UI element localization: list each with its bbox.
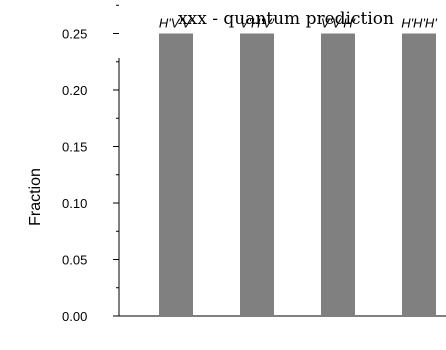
y-tick-label: 0.25 [62,27,87,42]
bar-category-label: H'H'H' [401,16,437,31]
y-ticks: 0.00 0.05 0.10 0.15 0.20 0.25 [62,4,119,324]
bar-category-label: H'V'V' [159,16,194,31]
bars [159,33,436,316]
y-tick-label: 0.00 [62,309,87,324]
bar-labels: H'V'V' V'H'V' V'V'H' H'H'H' [159,16,437,31]
y-tick-label: 0.15 [62,140,87,155]
bar [321,33,355,316]
bar [159,33,193,316]
y-tick-label: 0.05 [62,253,87,268]
chart-title: xxx - quantum prediction [178,9,394,29]
y-tick-label: 0.10 [62,196,87,211]
bar [402,33,436,316]
y-tick-label: 0.20 [62,83,87,98]
y-axis-label: Fraction [27,168,44,226]
bar [240,33,274,316]
bar-category-label: V'V'H' [321,16,356,31]
bar-category-label: V'H'V' [240,16,275,31]
